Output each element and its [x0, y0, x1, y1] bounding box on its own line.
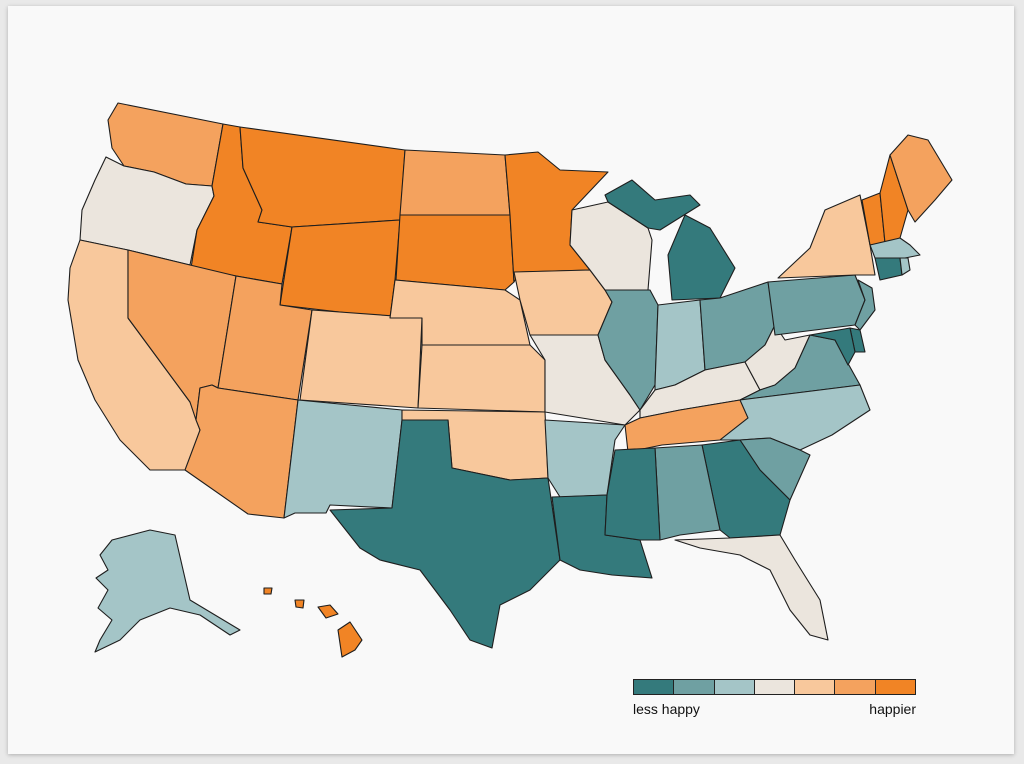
- state-rhode-island[interactable]: [899, 257, 911, 276]
- legend-swatch-1: [634, 680, 675, 694]
- state-florida[interactable]: [674, 534, 829, 641]
- state-kansas[interactable]: [417, 344, 546, 413]
- state-hawaii-big-island[interactable]: [337, 621, 363, 658]
- state-north-dakota[interactable]: [399, 149, 511, 216]
- legend-swatch-3: [714, 680, 755, 694]
- state-arizona[interactable]: [184, 384, 299, 519]
- state-alaska[interactable]: [94, 529, 241, 653]
- state-hawaii-maui[interactable]: [317, 604, 339, 619]
- state-montana[interactable]: [239, 126, 406, 228]
- state-new-hampshire[interactable]: [879, 154, 909, 244]
- state-hawaii-kauai[interactable]: [263, 587, 273, 595]
- legend: less happy happier: [633, 679, 916, 717]
- legend-swatch-6: [835, 680, 876, 694]
- state-illinois[interactable]: [597, 289, 659, 411]
- legend-low-label: less happy: [633, 701, 700, 717]
- state-mississippi[interactable]: [604, 447, 661, 541]
- state-maryland[interactable]: [809, 327, 856, 366]
- state-georgia[interactable]: [701, 439, 791, 539]
- legend-swatch-4: [754, 680, 796, 694]
- state-texas[interactable]: [329, 419, 561, 649]
- state-pennsylvania[interactable]: [767, 274, 866, 336]
- state-hawaii-oahu[interactable]: [294, 599, 305, 609]
- legend-swatch-2: [674, 680, 715, 694]
- legend-high-label: happier: [869, 701, 916, 717]
- state-wyoming[interactable]: [279, 219, 401, 319]
- state-south-dakota[interactable]: [395, 214, 515, 291]
- state-new-york[interactable]: [777, 194, 876, 279]
- state-michigan-upper[interactable]: [604, 179, 701, 231]
- state-colorado[interactable]: [299, 309, 423, 409]
- state-connecticut[interactable]: [874, 257, 903, 281]
- state-michigan-lower[interactable]: [667, 214, 736, 301]
- legend-color-scale: [633, 679, 916, 695]
- legend-swatch-7: [875, 680, 915, 694]
- state-new-mexico[interactable]: [283, 399, 403, 519]
- legend-swatch-5: [795, 680, 836, 694]
- state-maine[interactable]: [889, 134, 953, 223]
